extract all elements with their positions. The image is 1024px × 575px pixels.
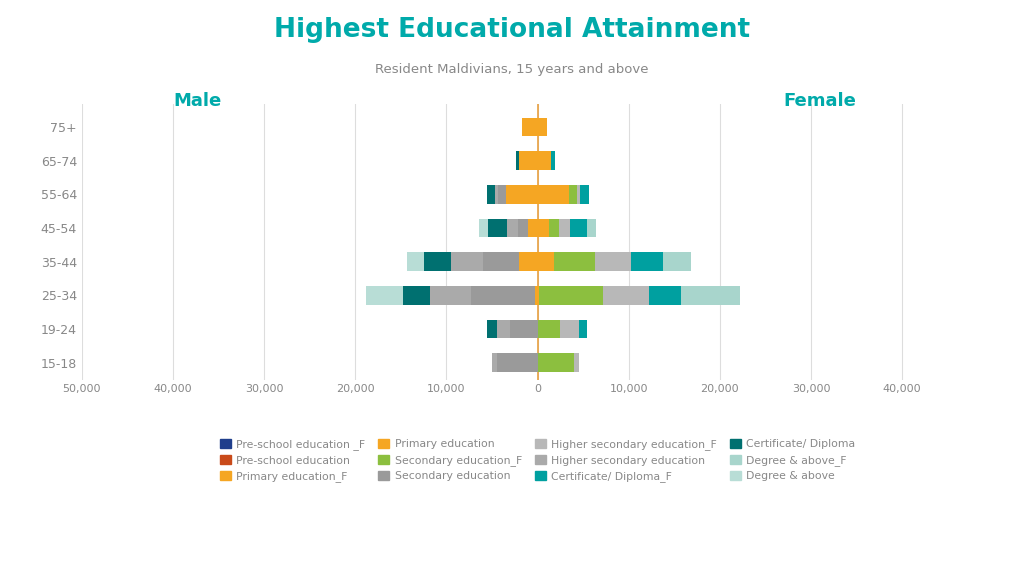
Bar <box>424 252 451 271</box>
Bar <box>538 320 560 338</box>
Bar <box>430 286 471 305</box>
Bar <box>519 252 538 271</box>
Bar <box>560 320 579 338</box>
Bar <box>603 286 649 305</box>
Bar <box>507 218 517 237</box>
Bar <box>497 354 538 372</box>
Bar <box>551 151 555 170</box>
Bar <box>681 286 740 305</box>
Bar <box>538 286 540 305</box>
Bar <box>577 185 581 204</box>
Bar <box>559 218 570 237</box>
Bar <box>549 218 559 237</box>
Bar <box>554 252 595 271</box>
Bar <box>451 252 483 271</box>
Bar <box>522 118 538 136</box>
Text: Female: Female <box>783 92 856 110</box>
Bar <box>499 185 506 204</box>
Bar <box>408 252 424 271</box>
Bar <box>471 286 535 305</box>
Bar <box>479 218 488 237</box>
Bar <box>574 354 579 372</box>
Bar <box>570 218 587 237</box>
Text: Highest Educational Attainment: Highest Educational Attainment <box>274 17 750 43</box>
Bar <box>581 185 589 204</box>
Bar <box>510 320 538 338</box>
Bar <box>538 354 574 372</box>
Text: Resident Maldivians, 15 years and above: Resident Maldivians, 15 years and above <box>375 63 649 76</box>
Bar <box>540 286 603 305</box>
Bar <box>664 252 691 271</box>
Bar <box>506 185 538 204</box>
Bar <box>516 151 519 170</box>
Bar <box>538 252 554 271</box>
Bar <box>538 151 551 170</box>
Bar <box>587 218 596 237</box>
Bar <box>402 286 430 305</box>
Bar <box>535 286 538 305</box>
Bar <box>519 151 538 170</box>
Bar <box>579 320 587 338</box>
Bar <box>495 185 499 204</box>
Bar <box>569 185 577 204</box>
Bar <box>649 286 681 305</box>
Bar <box>538 218 549 237</box>
Bar <box>538 118 547 136</box>
Text: Male: Male <box>173 92 221 110</box>
Bar <box>367 286 402 305</box>
Bar <box>497 320 510 338</box>
Bar <box>528 218 538 237</box>
Bar <box>492 354 497 372</box>
Bar <box>517 218 528 237</box>
Bar <box>486 185 495 204</box>
Bar <box>632 252 664 271</box>
Bar <box>483 252 519 271</box>
Bar <box>488 218 507 237</box>
Bar <box>487 320 497 338</box>
Legend: Pre-school education _F, Pre-school education, Primary education_F, Primary educ: Pre-school education _F, Pre-school educ… <box>216 435 859 486</box>
Bar <box>595 252 632 271</box>
Bar <box>538 185 569 204</box>
